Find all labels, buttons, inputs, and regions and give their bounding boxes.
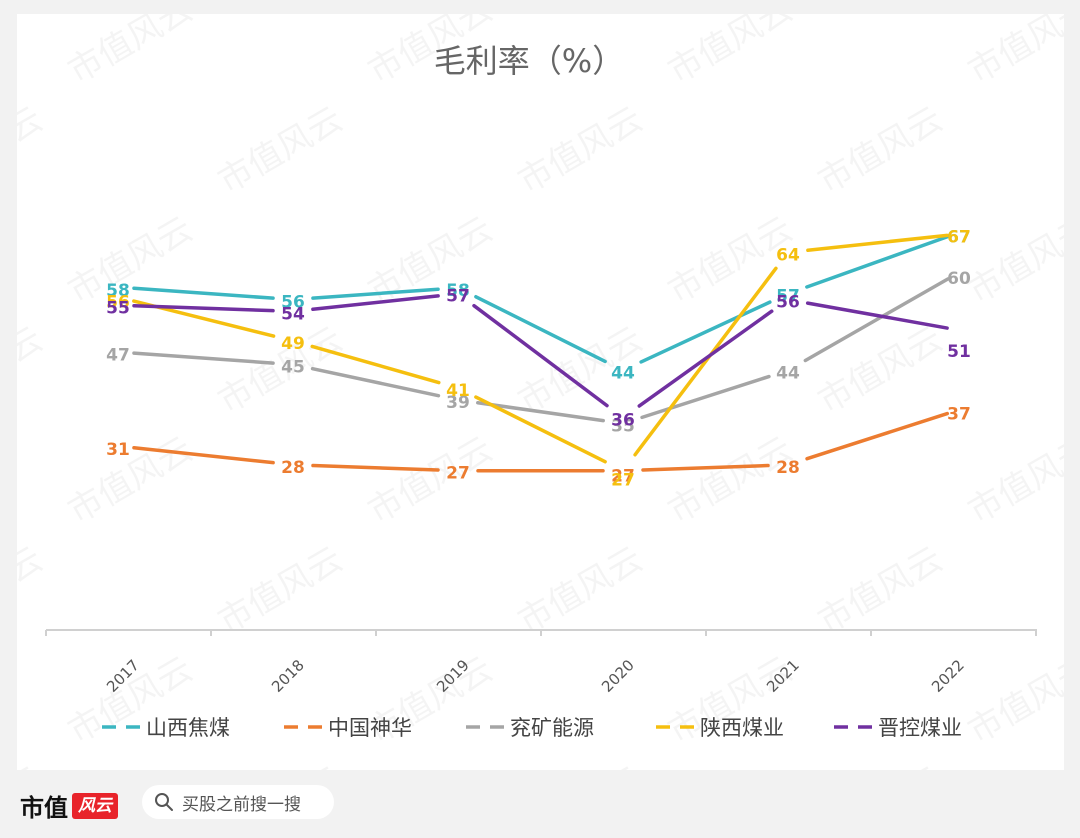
watermark: 市值风云 — [62, 429, 200, 532]
data-label: 51 — [947, 342, 971, 362]
data-label: 55 — [106, 299, 130, 319]
series-lines — [132, 233, 950, 473]
series-line — [132, 351, 275, 365]
data-label: 27 — [446, 464, 470, 484]
series-line — [640, 374, 771, 420]
watermark: 市值风云 — [662, 429, 800, 532]
series-line — [805, 234, 950, 289]
series-line — [132, 286, 275, 300]
series-line — [132, 303, 275, 313]
legend-label: 兖矿能源 — [510, 716, 594, 740]
watermark: 市值风云 — [662, 14, 800, 92]
data-label: 56 — [776, 293, 800, 313]
data-label: 44 — [776, 363, 800, 383]
data-label: 41 — [446, 381, 470, 401]
series-line — [311, 287, 440, 300]
x-tick-label: 2018 — [268, 656, 308, 696]
data-label: 67 — [947, 228, 971, 248]
series-line — [805, 301, 949, 330]
brand: 市值 风云 — [20, 788, 118, 823]
series-line — [132, 445, 275, 465]
brand-logo: 风云 — [72, 792, 118, 819]
chart-card: 市值风云 市值风云 市值风云 市值风云 市值风云 市值风云 市值风云 市值风云 市值风云 市值风云… — [17, 14, 1064, 770]
footer-bar: 市值 风云 买股之前搜一搜 — [0, 770, 1080, 838]
data-label: 47 — [106, 346, 130, 366]
watermark: 市值风云 — [512, 539, 650, 642]
data-label: 58 — [106, 281, 130, 301]
data-label: 49 — [281, 334, 305, 354]
data-label: 54 — [281, 304, 305, 324]
series-line — [803, 277, 950, 363]
watermark: 市值风云 — [962, 209, 1065, 312]
series-line — [637, 309, 774, 408]
data-label: 31 — [106, 440, 130, 460]
search-text: 买股之前搜一搜 — [182, 794, 301, 815]
data-label: 36 — [611, 411, 635, 431]
watermark: 市值风云 — [62, 209, 200, 312]
watermark: 市值风云 — [962, 649, 1065, 752]
chart-title: 毛利率（%） — [434, 42, 624, 80]
data-label: 58 — [446, 281, 470, 301]
legend-label: 陕西煤业 — [700, 716, 784, 740]
legend-label: 晋控煤业 — [878, 716, 962, 740]
series-line — [310, 344, 441, 385]
data-label: 27 — [611, 467, 635, 487]
watermark: 市值风云 — [362, 429, 500, 532]
data-label: 39 — [446, 393, 470, 413]
series-line — [805, 411, 950, 461]
watermark: 市值风云 — [17, 319, 49, 422]
watermark: 市值风云 — [17, 99, 49, 202]
series-line — [476, 400, 605, 423]
data-label: 56 — [281, 293, 305, 313]
search-icon — [155, 793, 173, 811]
watermark: 市值风云 — [812, 319, 950, 422]
watermark: 市值风云 — [812, 99, 950, 202]
x-tick-label: 2020 — [598, 656, 638, 696]
series-line — [633, 266, 778, 457]
legend-label: 山西焦煤 — [146, 716, 230, 740]
watermark: 市值风云 — [812, 759, 950, 770]
data-label: 27 — [611, 471, 635, 491]
watermark: 市值风云 — [512, 759, 650, 770]
series-line — [474, 395, 607, 464]
watermark: 市值风云 — [512, 99, 650, 202]
watermark: 市值风云 — [17, 759, 49, 770]
watermark: 市值风云 — [62, 14, 200, 92]
watermark: 市值风云 — [212, 759, 350, 770]
data-label: 28 — [776, 458, 800, 478]
legend-label: 中国神华 — [328, 716, 412, 740]
watermark: 市值风云 — [962, 429, 1065, 532]
series-line — [310, 366, 441, 398]
data-label: 57 — [776, 287, 800, 307]
watermark: 市值风云 — [212, 99, 350, 202]
watermark: 市值风云 — [812, 539, 950, 642]
data-label: 35 — [611, 417, 635, 437]
data-label: 28 — [281, 458, 305, 478]
data-label: 37 — [947, 405, 971, 425]
data-label: 64 — [776, 245, 800, 265]
series-line — [472, 303, 609, 408]
search-box[interactable]: 买股之前搜一搜 — [142, 785, 334, 819]
series-line — [474, 295, 607, 364]
legend: 山西焦煤 中国神华 兖矿能源 陕西煤业 晋控煤业 — [102, 716, 962, 740]
data-label: 44 — [611, 363, 635, 383]
data-label: 60 — [947, 269, 971, 289]
watermark: 市值风云 — [962, 14, 1065, 92]
watermark: 市值风云 — [212, 539, 350, 642]
data-label: 57 — [446, 287, 470, 307]
data-label: 56 — [106, 293, 130, 313]
series-line — [311, 463, 440, 472]
x-tick-label: 2022 — [928, 656, 968, 696]
data-label: 45 — [281, 358, 305, 378]
series-line — [806, 233, 949, 253]
data-label: 67 — [947, 228, 971, 248]
series-line — [311, 294, 440, 312]
series-line — [641, 463, 770, 472]
watermark: 市值风云 — [17, 539, 49, 642]
series-line — [639, 300, 772, 364]
brand-text: 市值 — [20, 793, 68, 822]
